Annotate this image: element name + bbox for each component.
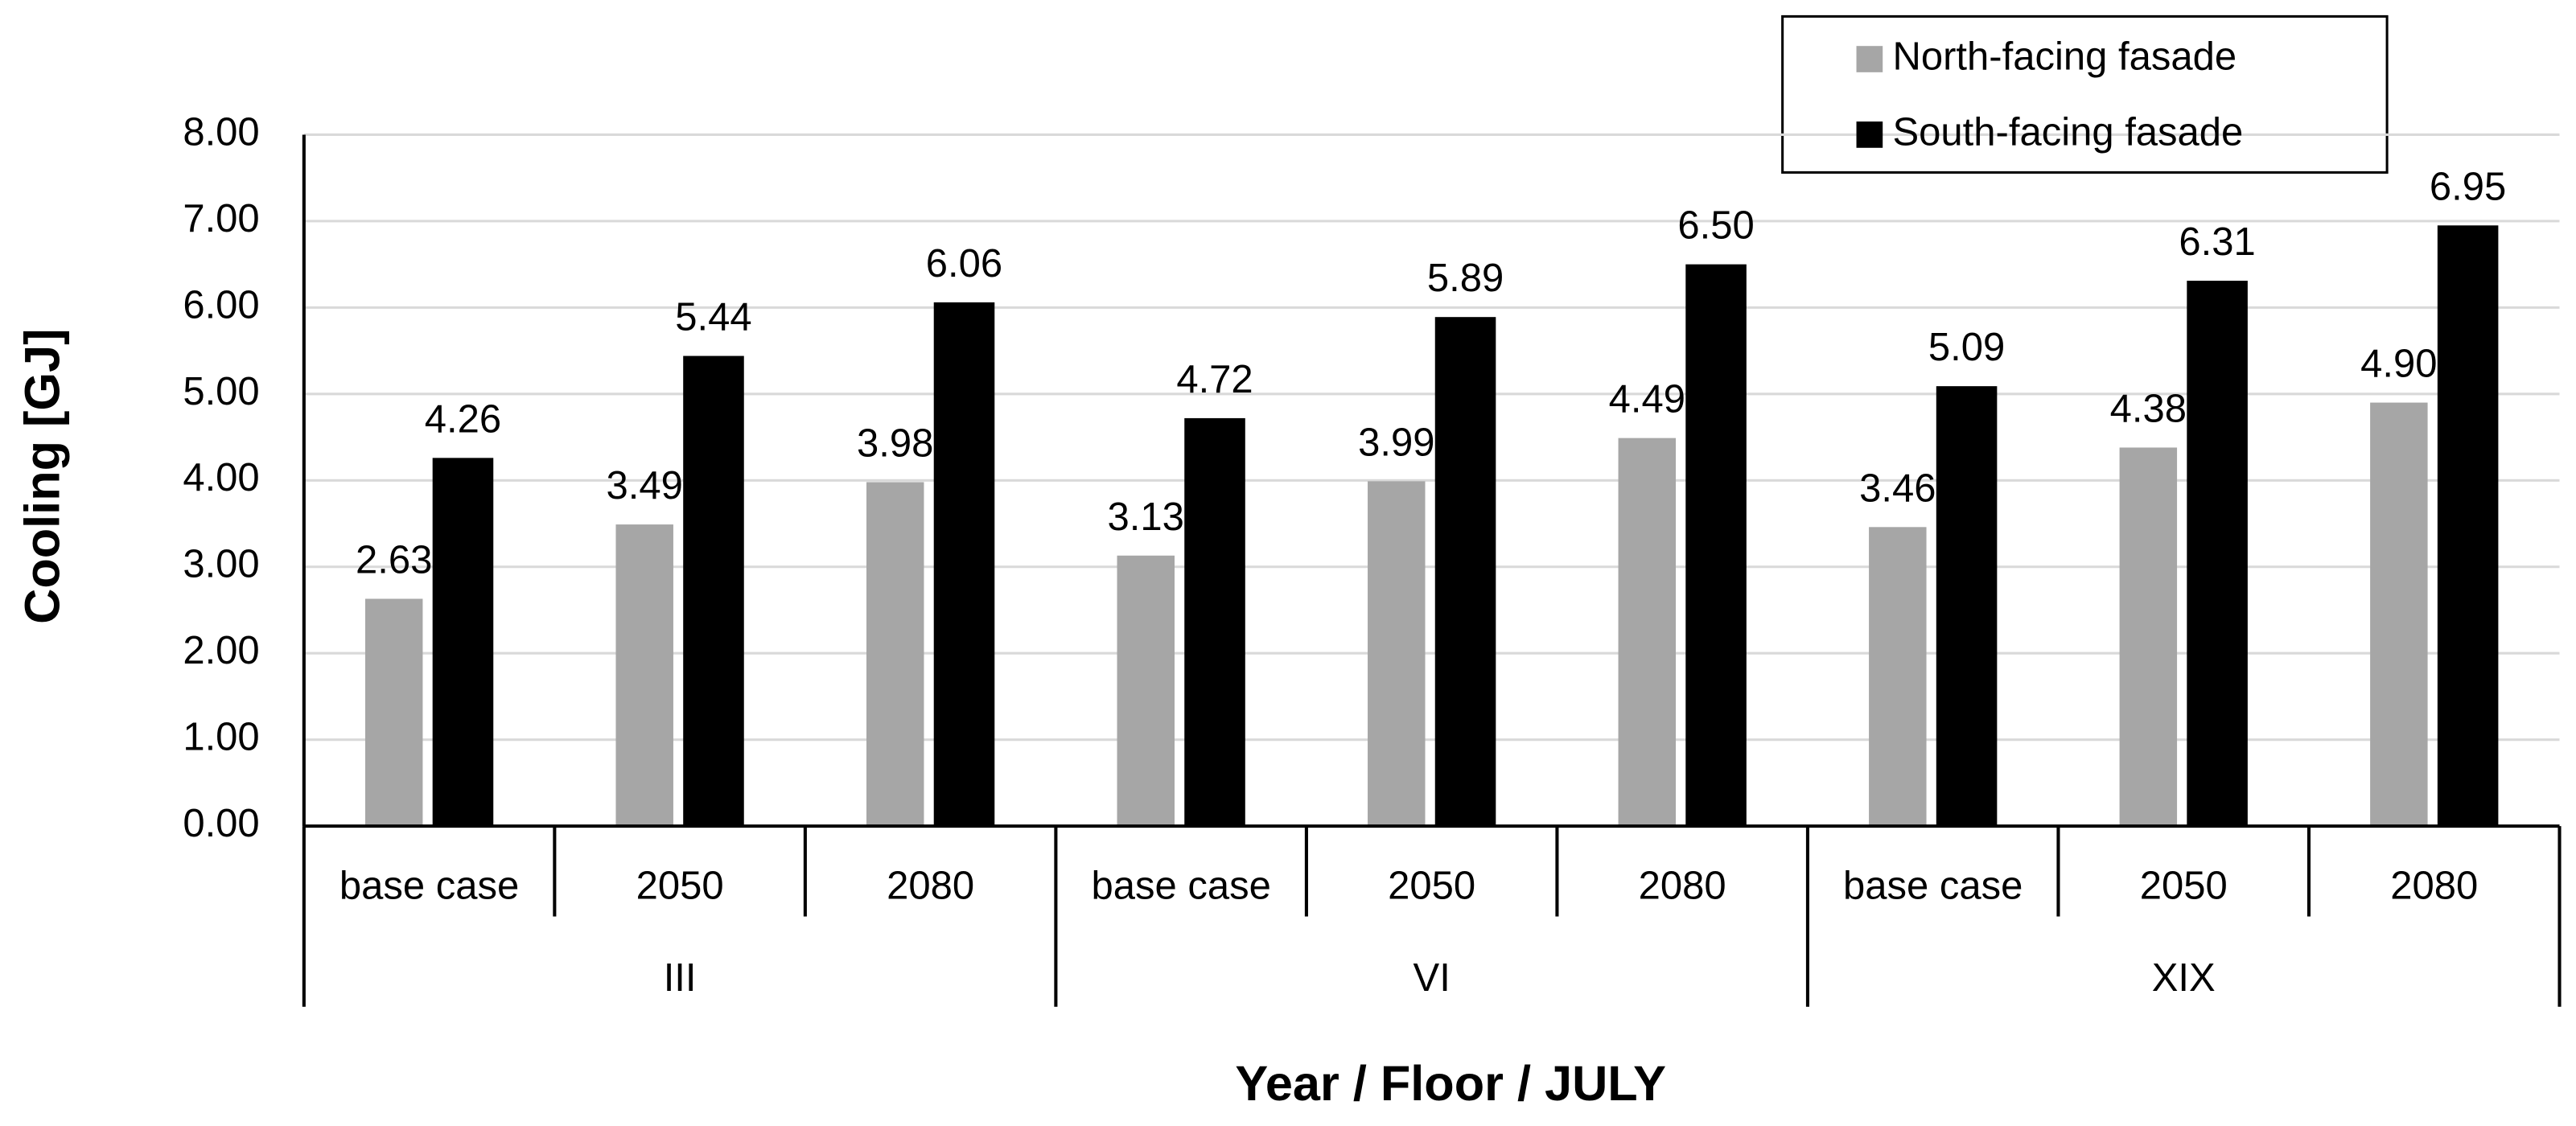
x-tick-label: base case [339,865,519,908]
y-tick-label: 0.00 [183,802,259,845]
bar [866,482,924,827]
bar [1434,317,1496,827]
x-tick-label: 2080 [1639,865,1726,908]
bar [1869,527,1927,827]
y-tick-label: 8.00 [183,110,259,154]
value-label: 2.63 [356,539,432,582]
value-label: 5.09 [1928,326,2005,369]
value-label: 5.44 [675,296,751,339]
bar [1936,386,1998,827]
x-tick-label: base case [1091,865,1270,908]
group-label: VI [1414,956,1451,1000]
x-tick-label: 2050 [636,865,724,908]
value-label: 3.99 [1358,421,1434,464]
group-label: XIX [2152,956,2216,1000]
value-label: 3.98 [857,421,933,465]
legend-swatch [1856,121,1883,148]
y-axis-title: Cooling [GJ] [14,328,69,623]
bar [432,458,494,827]
bar [2187,281,2248,827]
bar [1117,555,1175,827]
value-label: 4.26 [425,397,501,441]
y-tick-label: 2.00 [183,629,259,672]
x-tick-label: base case [1843,865,2023,908]
bar [1618,438,1677,827]
value-label: 3.49 [607,464,683,508]
legend-box [1781,14,2389,174]
y-tick-label: 5.00 [183,370,259,413]
value-label: 6.50 [1677,204,1754,248]
y-tick-label: 1.00 [183,716,259,759]
bar [933,302,995,827]
legend-swatch [1856,46,1883,72]
legend-label: North-facing fasade [1892,35,2237,78]
y-tick-label: 6.00 [183,283,259,327]
value-label: 3.46 [1859,466,1936,510]
value-label: 6.95 [2430,165,2506,208]
value-label: 3.13 [1108,495,1184,539]
x-tick-label: 2050 [1388,865,1475,908]
bar [2370,402,2428,827]
value-label: 4.49 [1609,378,1685,421]
bar [2119,447,2178,827]
bar [2437,225,2499,827]
bar [1685,264,1747,827]
x-tick-label: 2080 [887,865,974,908]
x-axis-title: Year / Floor / JULY [1235,1056,1666,1111]
value-label: 6.06 [926,242,1002,286]
x-tick-label: 2050 [2140,865,2228,908]
bar [1184,417,1245,827]
group-label: III [664,956,697,1000]
value-label: 4.90 [2360,343,2437,386]
y-tick-label: 7.00 [183,197,259,240]
bar [615,524,673,827]
legend-label: South-facing fasade [1892,110,2243,154]
value-label: 4.72 [1176,358,1253,401]
value-label: 6.31 [2179,220,2255,264]
bar [1368,481,1426,827]
y-tick-label: 3.00 [183,543,259,586]
y-tick-label: 4.00 [183,456,259,499]
value-label: 5.89 [1427,257,1504,300]
bar [683,355,744,827]
bar [364,598,423,827]
value-label: 4.38 [2110,387,2187,430]
x-tick-label: 2080 [2390,865,2478,908]
